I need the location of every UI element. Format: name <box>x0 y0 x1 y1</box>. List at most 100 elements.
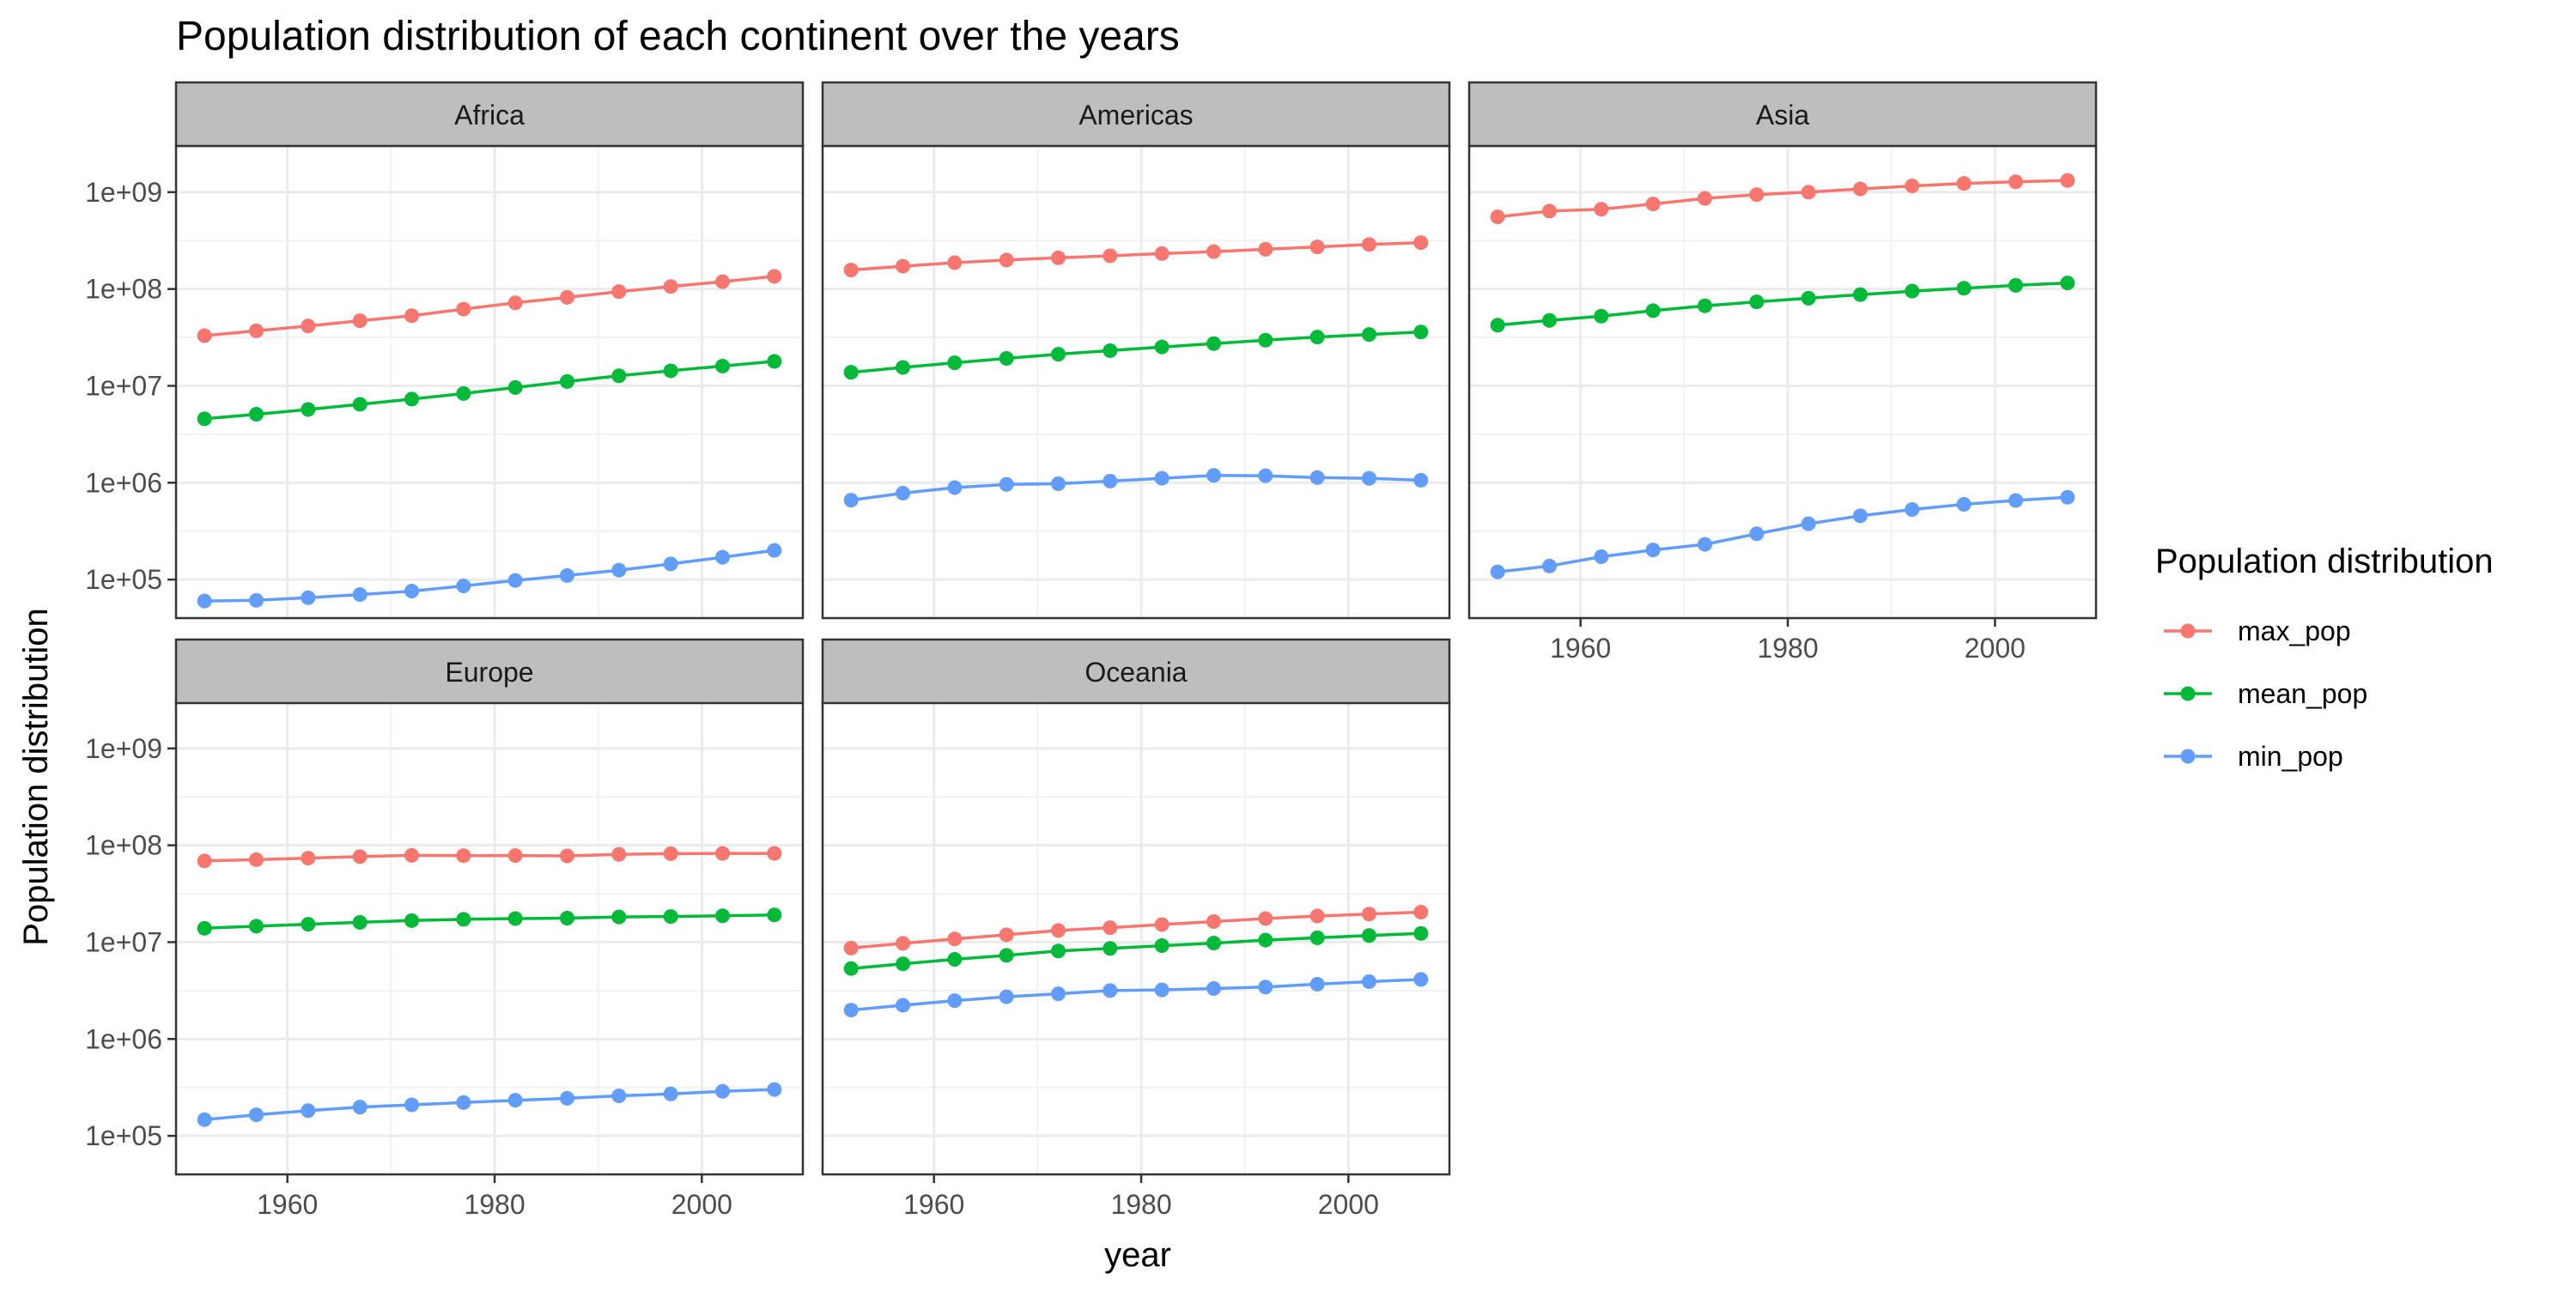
data-point-max_pop <box>559 848 574 864</box>
data-point-min_pop <box>1258 468 1273 483</box>
facet-label: Asia <box>1756 100 1809 130</box>
data-point-min_pop <box>1309 976 1325 992</box>
data-point-max_pop <box>1103 248 1118 264</box>
data-point-min_pop <box>947 993 963 1009</box>
data-point-max_pop <box>1103 920 1118 936</box>
data-point-min_pop <box>559 567 574 583</box>
data-point-mean_pop <box>197 920 212 936</box>
data-point-min_pop <box>456 578 471 593</box>
data-point-mean_pop <box>301 917 316 932</box>
data-point-max_pop <box>611 284 627 300</box>
data-point-min_pop <box>896 998 911 1013</box>
data-point-mean_pop <box>1361 327 1376 343</box>
data-point-min_pop <box>1051 986 1066 1002</box>
data-point-min_pop <box>1413 472 1429 488</box>
data-point-mean_pop <box>1905 283 1920 299</box>
data-point-mean_pop <box>1413 325 1429 340</box>
data-point-mean_pop <box>1542 312 1558 328</box>
data-point-max_pop <box>1413 235 1429 251</box>
data-point-min_pop <box>611 1088 627 1103</box>
data-point-max_pop <box>404 847 420 863</box>
data-point-max_pop <box>1154 917 1170 932</box>
data-point-mean_pop <box>1103 941 1118 956</box>
chart-title: Population distribution of each continen… <box>176 14 1180 59</box>
data-point-mean_pop <box>1645 303 1661 318</box>
facet-label: Europe <box>445 657 533 688</box>
data-point-min_pop <box>1413 972 1429 987</box>
data-point-max_pop <box>301 851 316 866</box>
data-point-max_pop <box>507 848 523 864</box>
data-point-max_pop <box>843 940 859 955</box>
x-tick-label: 1980 <box>1757 633 1818 664</box>
data-point-min_pop <box>1698 537 1713 552</box>
data-point-min_pop <box>249 592 264 608</box>
legend: Population distribution max_pop mean_popm… <box>2155 543 2494 772</box>
series-line-min_pop <box>204 1088 775 1121</box>
data-point-mean_pop <box>1258 932 1273 948</box>
legend-key-point <box>2180 686 2196 701</box>
data-point-mean_pop <box>352 914 368 930</box>
data-point-max_pop <box>301 318 316 334</box>
data-point-mean_pop <box>1051 347 1066 362</box>
legend-label: min_pop <box>2238 741 2343 772</box>
y-tick-label: 1e+09 <box>85 177 162 208</box>
data-point-mean_pop <box>352 397 368 412</box>
legend-items: max_pop mean_pop min_pop <box>2164 616 2367 772</box>
data-point-max_pop <box>197 328 212 343</box>
data-point-mean_pop <box>1852 287 1868 302</box>
data-point-min_pop <box>2060 489 2075 505</box>
data-point-max_pop <box>843 263 859 278</box>
y-tick-label: 1e+05 <box>85 564 162 595</box>
panel-background <box>823 146 1449 618</box>
data-point-mean_pop <box>197 411 212 427</box>
y-tick-label: 1e+07 <box>85 926 162 957</box>
data-point-mean_pop <box>1154 938 1170 954</box>
data-point-mean_pop <box>1154 339 1170 355</box>
data-point-max_pop <box>714 274 730 289</box>
data-point-mean_pop <box>999 948 1014 963</box>
facets-layer: Africa 1e+05 1e+06 1e+07 1e+08 1e+09 Americas A… <box>85 81 2098 1220</box>
data-point-mean_pop <box>947 952 963 967</box>
data-point-min_pop <box>1103 473 1118 488</box>
data-point-max_pop <box>1309 240 1325 255</box>
data-point-mean_pop <box>1258 332 1273 348</box>
data-point-min_pop <box>507 573 523 588</box>
data-point-min_pop <box>507 1093 523 1108</box>
data-point-min_pop <box>1258 980 1273 995</box>
series-line-mean_pop <box>204 913 775 931</box>
y-tick-label: 1e+08 <box>85 830 162 861</box>
data-point-mean_pop <box>1490 318 1505 333</box>
series-line-max_pop <box>851 910 1421 950</box>
data-point-max_pop <box>999 927 1014 943</box>
data-point-min_pop <box>1361 974 1376 989</box>
x-axis-title: year <box>1104 1236 1171 1274</box>
data-point-max_pop <box>352 313 368 329</box>
data-point-mean_pop <box>456 912 471 927</box>
data-point-mean_pop <box>559 910 574 925</box>
data-point-mean_pop <box>1309 330 1325 345</box>
data-point-mean_pop <box>456 385 471 401</box>
x-tick-label: 1960 <box>903 1189 964 1220</box>
data-point-min_pop <box>197 593 212 609</box>
series-line-max_pop <box>204 275 775 337</box>
data-point-max_pop <box>2008 174 2023 190</box>
data-point-min_pop <box>896 485 911 500</box>
data-point-min_pop <box>767 1082 782 1097</box>
series-line-max_pop <box>1498 179 2068 219</box>
facet-strip <box>174 638 805 705</box>
series-line-min_pop <box>204 549 775 603</box>
legend-key-point <box>2180 623 2196 639</box>
data-point-mean_pop <box>404 391 420 407</box>
y-tick-label: 1e+06 <box>85 467 162 498</box>
data-point-min_pop <box>301 590 316 605</box>
data-point-min_pop <box>1852 508 1868 524</box>
facet-label: Oceania <box>1084 657 1187 688</box>
y-tick-label: 1e+09 <box>85 733 162 764</box>
data-point-min_pop <box>1905 501 1920 517</box>
data-point-max_pop <box>714 846 730 861</box>
data-point-max_pop <box>1206 914 1221 930</box>
panel-background <box>176 702 803 1174</box>
data-point-max_pop <box>1594 202 1609 217</box>
facet-oceania: Oceania 1960 1980 2000 <box>821 638 1451 1220</box>
